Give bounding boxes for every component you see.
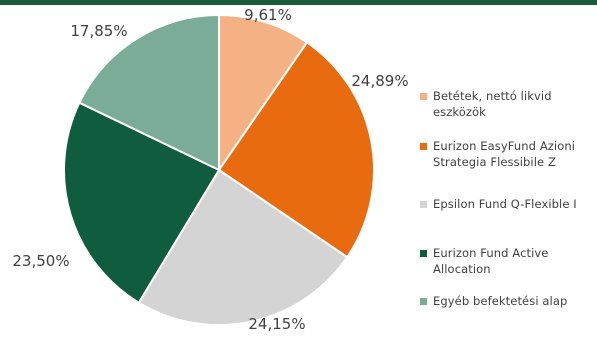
- pie-slice-3: [137, 168, 349, 326]
- legend-swatch-4: [420, 250, 427, 257]
- legend-label-1: Betétek, nettó likvid eszközök: [433, 89, 552, 119]
- legend-item-2: Eurizon EasyFund Azioni Strategia Flessi…: [420, 138, 597, 170]
- legend-item-3: Epsilon Fund Q-Flexible I: [420, 196, 597, 212]
- pie-slice-4: [62, 101, 221, 305]
- legend-swatch-5: [420, 298, 427, 305]
- legend-item-4: Eurizon Fund Active Allocation: [420, 245, 597, 277]
- legend-label-4: Eurizon Fund Active Allocation: [433, 246, 549, 276]
- legend-item-1: Betétek, nettó likvid eszközök: [420, 88, 597, 120]
- slice-value-label-2: 24,89%: [351, 72, 408, 90]
- header-accent-bar: [0, 0, 597, 5]
- slice-value-label-1: 9,61%: [244, 6, 292, 24]
- legend-item-5: Egyéb befektetési alap: [420, 293, 597, 309]
- legend-label-5: Egyéb befektetési alap: [433, 294, 568, 308]
- legend-label-2: Eurizon EasyFund Azioni Strategia Flessi…: [433, 139, 576, 169]
- legend-swatch-3: [420, 201, 427, 208]
- legend-swatch-1: [420, 93, 427, 100]
- legend-swatch-2: [420, 143, 427, 150]
- legend-label-3: Epsilon Fund Q-Flexible I: [433, 197, 577, 211]
- slice-value-label-4: 23,50%: [12, 252, 69, 270]
- pie-slice-2: [217, 41, 375, 259]
- pie-slice-5: [78, 13, 220, 172]
- pie-slice-1: [218, 13, 309, 174]
- slice-value-label-5: 17,85%: [70, 22, 127, 40]
- slice-value-label-3: 24,15%: [248, 315, 305, 333]
